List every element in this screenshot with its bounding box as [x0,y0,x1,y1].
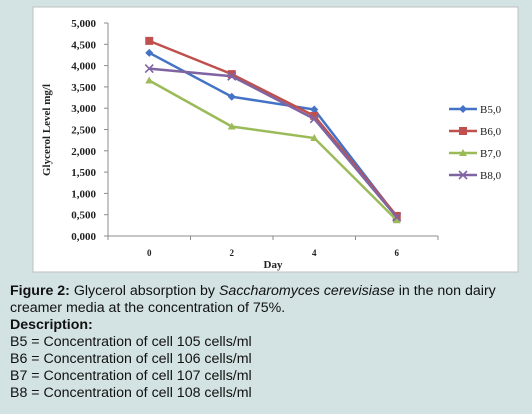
caption-species: Saccharomyces cerevisiase [218,283,395,299]
data-point-b60 [310,111,319,120]
data-point-b80 [227,71,237,81]
legend-label-b60: B6,0 [480,126,502,138]
data-point-b70 [227,122,236,130]
legend-label-b50: B5,0 [480,104,502,116]
description-line-b6: B6 = Concentration of cell 106 cells/ml [10,351,252,367]
description-label: Description: [10,317,93,333]
data-point-b60 [145,36,154,45]
chart-panel: Glycerol Level mg/l Day 0,000 0,500 1,000 1… [32,6,519,273]
y-tick-label: 3,000 [71,103,96,115]
y-tick-label: 0,500 [71,210,96,222]
x-axis-title: Day [264,259,283,271]
data-point-b70 [145,76,154,84]
y-axis-title: Glycerol Level mg/l [41,84,53,176]
caption-text-after: in the non dairy creamer media at the co… [10,283,496,316]
data-point-b50 [227,92,236,101]
description-line-b8: B8 = Concentration of cell 108 cells/ml [10,385,252,401]
data-point-b50 [310,105,319,114]
y-tick-label: 5,000 [71,18,96,30]
figure-caption: Figure 2: Glycerol absorption by Sacchar… [10,283,525,402]
y-tick-label: 2,500 [71,125,96,137]
data-point-b70 [392,216,401,224]
x-tick-label: 2 [230,248,235,258]
y-tick-label: 0,000 [71,231,96,243]
x-tick-label: 6 [395,248,400,258]
x-tick-label: 0 [147,248,152,258]
description-line-b5: B5 = Concentration of cell 105 cells/ml [10,334,252,350]
series-line-b70 [148,79,398,222]
description-line-b7: B7 = Concentration of cell 107 cells/ml [10,368,252,384]
y-tick-label: 2,000 [71,146,96,158]
x-tick-label: 4 [312,248,317,258]
caption-text-before: Glycerol absorption by [69,283,219,299]
data-point-b60 [227,70,236,79]
legend-label-b80: B8,0 [480,170,502,182]
legend-marker-b70 [459,149,467,156]
data-point-b80 [392,212,402,222]
data-point-b80 [309,114,319,124]
legend-label-b70: B7,0 [480,148,502,160]
series-line-b60 [148,39,398,217]
y-tick-label: 3,500 [71,82,96,94]
y-tick-label: 1,000 [71,188,96,200]
legend-marker-b80 [458,170,468,180]
legend-marker-b60 [459,127,467,135]
glycerol-line-chart: Glycerol Level mg/l Day 0,000 0,500 1,000 1… [32,6,519,273]
y-tick-label: 1,500 [71,167,96,179]
figure-label: Figure 2: [10,283,70,299]
data-point-b70 [310,134,319,142]
data-point-b80 [144,64,154,74]
chart-area [32,6,519,273]
series-line-b80 [149,67,398,219]
caption-title-line: Figure 2: Glycerol absorption by Sacchar… [10,283,525,317]
y-tick-label: 4,000 [71,61,96,73]
data-point-b50 [145,48,154,57]
y-tick-label: 4,500 [71,39,96,51]
legend-marker-b50 [459,105,467,113]
series-line-b50 [148,51,398,218]
